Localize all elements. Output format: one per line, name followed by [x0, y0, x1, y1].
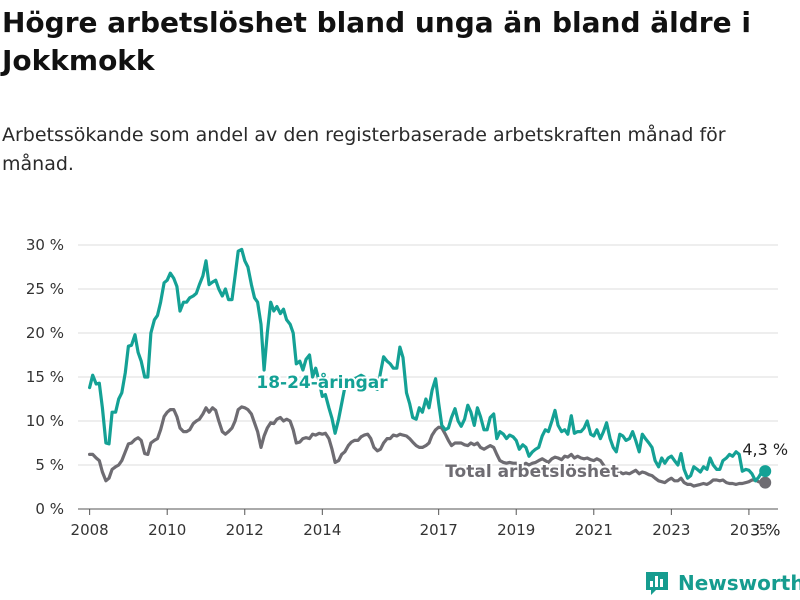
brand-logo[interactable]: Newsworthy: [644, 568, 800, 598]
y-tick-label: 25 %: [26, 280, 64, 298]
x-axis-ticks: 2008 2010 2012 2014 2017 2019 2021 2023 2025: [71, 509, 768, 539]
x-tick-label: 2017: [420, 521, 458, 539]
x-tick-label: 2008: [71, 521, 109, 539]
y-tick-label: 5 %: [35, 456, 64, 474]
chart-subtitle: Arbetssökande som andel av den registerb…: [2, 124, 726, 175]
y-tick-label: 20 %: [26, 324, 64, 342]
series-line: [88, 405, 767, 488]
x-tick-label: 2023: [652, 521, 690, 539]
y-axis-ticks: 0 % 5 % 10 % 15 % 20 % 25 % 30 %: [26, 236, 64, 518]
x-tick-label: 2014: [303, 521, 341, 539]
y-tick-label: 10 %: [26, 412, 64, 430]
x-tick-label: 2012: [226, 521, 264, 539]
series-lines: [88, 247, 772, 489]
series-label-total: Total arbetslöshet: [445, 462, 619, 482]
gridlines: [78, 244, 778, 510]
series-labels: 18-24-åringar Total arbetslöshet 4,3 % 3 %: [254, 369, 790, 542]
x-tick-label: 2019: [497, 521, 535, 539]
y-tick-label: 15 %: [26, 368, 64, 386]
end-value-label-youth: 4,3 %: [742, 440, 788, 459]
y-tick-label: 30 %: [26, 236, 64, 254]
x-tick-label: 2025: [730, 521, 768, 539]
x-tick-label: 2021: [575, 521, 613, 539]
y-tick-label: 0 %: [35, 500, 64, 518]
series-label-youth: 18-24-åringar: [256, 371, 388, 393]
end-value-label-total: 3 %: [750, 521, 780, 540]
chart-title: Högre arbetslöshet bland unga än bland ä…: [2, 6, 751, 77]
series-end-point: [759, 465, 772, 478]
bar-chart-logo-icon: [646, 572, 668, 595]
series-line: [88, 247, 767, 483]
x-tick-label: 2010: [148, 521, 186, 539]
series-end-point: [759, 476, 772, 489]
brand-name: Newsworthy: [678, 571, 800, 595]
